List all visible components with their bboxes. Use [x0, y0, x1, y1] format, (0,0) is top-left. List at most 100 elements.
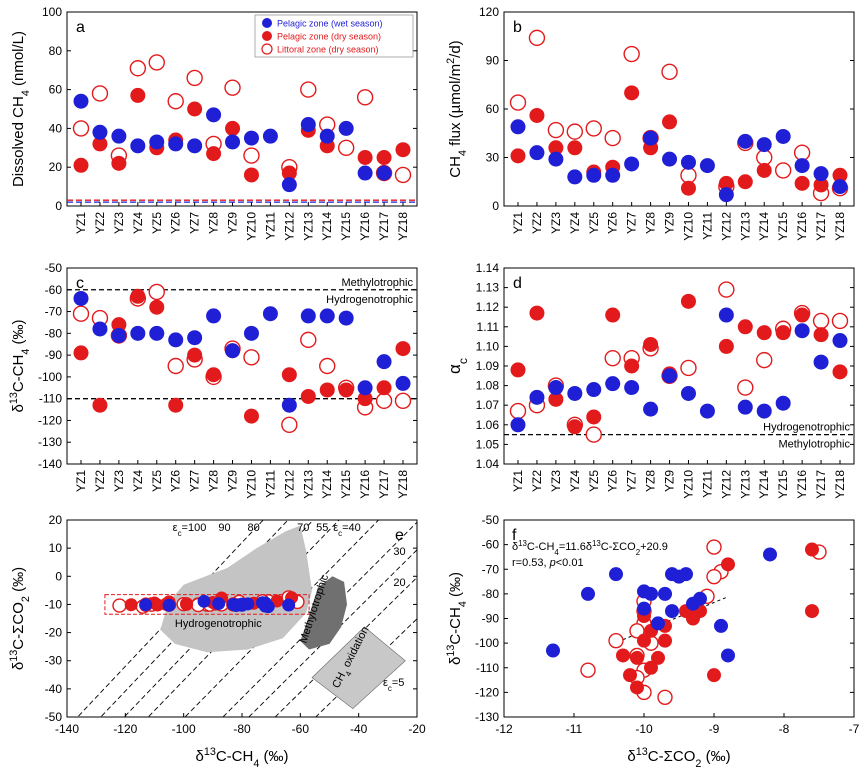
- data-point: [148, 54, 165, 71]
- y-tick-label: 1.13: [476, 281, 500, 295]
- data-point: [281, 397, 297, 413]
- y-tick-label: -60: [482, 538, 500, 552]
- y-tick-label: -30: [45, 654, 63, 668]
- data-point: [737, 399, 753, 415]
- data-point: [793, 144, 811, 161]
- x-tick-label: YZ11: [263, 470, 277, 498]
- data-point: [509, 94, 527, 111]
- panel-letter: d: [513, 275, 522, 292]
- legend-marker: [262, 31, 272, 41]
- data-point: [718, 175, 734, 191]
- data-point: [585, 120, 602, 137]
- data-point: [714, 618, 728, 633]
- y-tick-label: 120: [479, 5, 499, 19]
- x-tick-label: YZ1: [74, 212, 88, 234]
- x-tick-label: YZ8: [207, 470, 221, 492]
- data-point: [680, 167, 697, 184]
- panel-letter: f: [512, 527, 517, 544]
- data-point: [529, 145, 545, 161]
- x-tick-label: YZ13: [738, 212, 752, 241]
- data-point: [186, 69, 203, 87]
- y-tick-label: 1.14: [476, 261, 500, 275]
- x-tick-label: YZ6: [169, 470, 183, 492]
- data-point: [686, 611, 700, 626]
- data-point: [395, 142, 411, 158]
- data-point: [813, 354, 829, 370]
- data-point: [376, 380, 392, 396]
- x-tick-label: YZ5: [150, 470, 164, 492]
- x-tick-label: -12: [495, 722, 513, 736]
- y-axis-title: αc: [445, 358, 470, 374]
- data-point: [707, 668, 721, 683]
- data-point: [243, 130, 259, 146]
- x-tick-label: YZ2: [93, 212, 107, 234]
- data-point: [130, 87, 146, 103]
- y-tick-label: -130: [38, 435, 62, 449]
- data-point: [357, 150, 373, 165]
- data-point: [281, 177, 297, 193]
- chart-panel-d: 1.04 1.05 1.06 1.07 1.08 1.09 1.10 1.11 1.12 1.13…: [445, 261, 855, 499]
- data-point: [225, 343, 241, 359]
- y-tick-label: -100: [475, 636, 499, 650]
- data-point: [73, 157, 89, 173]
- x-tick-label: YZ15: [776, 212, 790, 241]
- data-point: [319, 308, 335, 324]
- y-tick-label: 1.07: [476, 398, 500, 412]
- y-tick-label: -50: [482, 513, 500, 527]
- data-point: [581, 586, 595, 601]
- data-point: [805, 542, 819, 557]
- data-point: [567, 385, 583, 401]
- chart-panel-c: -140 -130 -120 -110 -100 -90 -80 -70 -60 -50 δ13C-…: [8, 261, 418, 499]
- data-point: [395, 375, 411, 391]
- x-tick-label: YZ3: [112, 212, 126, 234]
- data-point: [319, 357, 336, 375]
- x-tick-label: YZ1: [511, 212, 525, 234]
- x-tick-label: YZ16: [795, 470, 809, 499]
- data-point: [394, 166, 412, 184]
- x-tick-label: -120: [113, 722, 137, 736]
- data-point: [180, 597, 194, 611]
- x-tick-label: YZ18: [833, 470, 847, 499]
- data-point: [206, 367, 222, 383]
- region-hydrogenotrophic: [160, 525, 312, 653]
- data-point: [282, 598, 296, 612]
- data-point: [756, 403, 772, 419]
- data-point: [718, 187, 734, 203]
- x-tick-label: YZ18: [396, 470, 410, 499]
- data-point: [510, 417, 526, 433]
- data-point: [604, 129, 621, 147]
- x-tick-label: YZ17: [377, 470, 391, 499]
- data-point: [756, 149, 773, 166]
- data-point: [756, 325, 772, 341]
- data-point: [300, 388, 316, 404]
- x-tick-label: YZ7: [188, 212, 202, 234]
- x-tick-label: YZ5: [587, 212, 601, 234]
- data-point: [111, 155, 127, 171]
- data-point: [357, 165, 373, 181]
- data-point: [73, 93, 89, 109]
- x-tick-label: YZ6: [606, 470, 620, 492]
- data-point: [604, 349, 621, 367]
- data-point: [605, 307, 621, 323]
- chart-panel-a: 0 20 40 60 80 100 Dissolved CH4 (nmol/L) YZ1 YZ2…: [10, 5, 418, 241]
- x-tick-label: YZ4: [131, 470, 145, 492]
- data-point: [775, 128, 791, 144]
- y-tick-label: 1.05: [476, 437, 500, 451]
- data-point: [718, 338, 734, 354]
- data-point: [832, 333, 848, 349]
- data-point: [375, 392, 393, 410]
- data-point: [665, 604, 679, 619]
- x-axis-title: δ13C-CH4 (‰): [195, 746, 288, 770]
- epsilon-label: 55: [316, 522, 328, 534]
- data-point: [718, 307, 734, 323]
- data-point: [357, 380, 373, 396]
- data-point: [162, 598, 176, 612]
- data-point: [187, 138, 203, 154]
- epsilon-label: εc=100: [173, 522, 207, 538]
- data-point: [206, 308, 222, 324]
- data-point: [605, 167, 621, 183]
- x-tick-label: -20: [408, 722, 426, 736]
- data-point: [662, 151, 678, 167]
